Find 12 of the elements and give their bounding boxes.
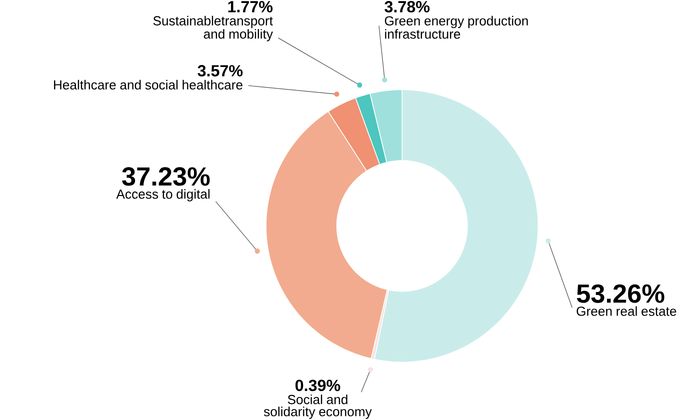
data-label: 37.23% — [122, 167, 210, 186]
data-label: 0.39% — [295, 380, 340, 392]
slice-label: Social and solidarity economy — [264, 394, 372, 419]
slice-label: Healthcare and social healthcare — [54, 80, 242, 90]
slice-label: Access to digital — [116, 189, 210, 202]
slice-label: Sustainabletransport and mobility — [153, 16, 273, 42]
data-label: 3.78% — [384, 1, 430, 12]
slice-label: Green energy production infrastructure — [384, 16, 528, 39]
data-label: 53.26% — [576, 284, 664, 303]
data-label: 3.57% — [198, 65, 243, 77]
slice-label: Green real estate — [576, 306, 676, 316]
data-label: 1.77% — [228, 1, 273, 12]
